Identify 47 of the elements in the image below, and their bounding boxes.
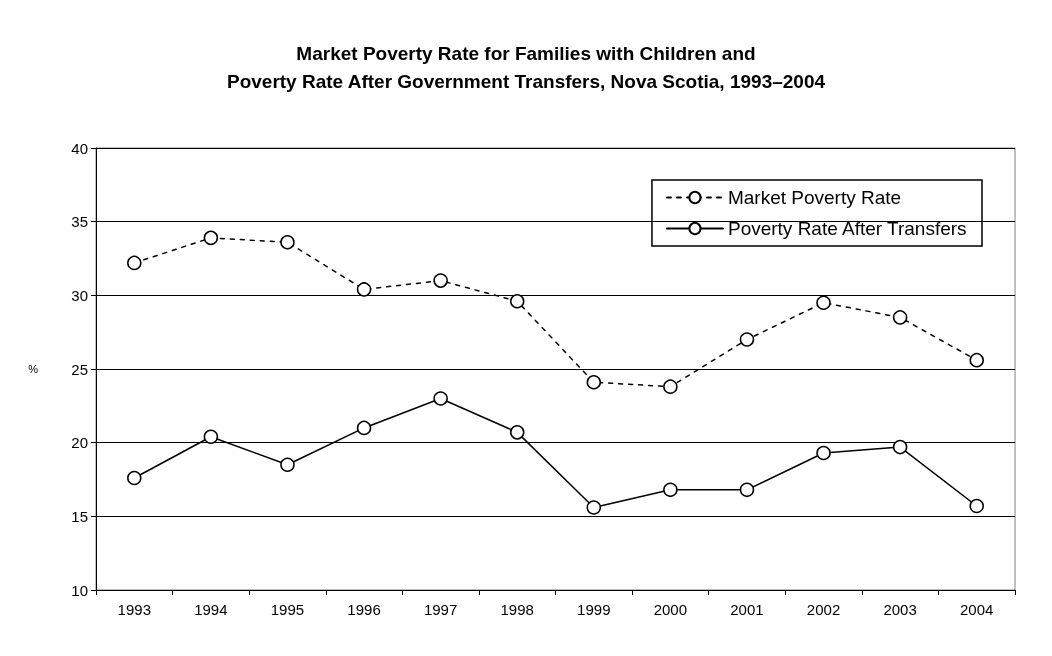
x-tick-label: 2001 [730,601,764,618]
x-tick-label: 1993 [117,601,151,618]
point [969,352,984,368]
y-tick-label: 20 [71,434,88,452]
x-tick-label: 2003 [883,601,917,618]
point [127,470,142,486]
point [892,439,908,455]
point [356,420,372,436]
point [280,235,295,250]
point [663,482,678,498]
x-tick-label: 1997 [423,601,458,618]
point [433,273,448,288]
x-tick-label: 1996 [347,601,381,618]
y-tick-label: 35 [71,213,88,231]
point [816,445,831,461]
y-tick-label: 10 [71,581,88,599]
point [969,498,984,514]
point [816,295,831,310]
point [663,379,678,394]
point [509,425,525,440]
point [586,500,602,515]
chart-title: Market Poverty Rate for Families with Children and Poverty Rate After Government Transfers, Nova Scotia, 1993–2004 [226,42,826,92]
point [739,482,755,498]
x-tick-label: 2002 [806,601,841,618]
y-tick-label: 25 [71,360,88,378]
x-tick-label: 2004 [960,601,994,618]
point [356,282,372,297]
x-tick-label: 2000 [653,601,688,618]
y-axis-title: % [28,363,39,375]
x-tick-label: 1999 [577,601,611,618]
point [509,293,525,309]
point [433,391,448,406]
y-tick-label: 40 [71,139,88,157]
point [280,457,295,473]
point [892,310,908,325]
x-tick-label: 1994 [194,601,228,618]
y-tick-label: 15 [71,507,88,525]
y-tick-label: 30 [71,286,88,304]
legend-label: Market Poverty Rate [727,187,902,208]
x-tick-label: 1995 [270,601,305,618]
x-tick-label: 1998 [500,601,534,618]
point [127,255,142,271]
legend-label: Poverty Rate After Transfers [727,218,967,239]
point [203,230,219,246]
point [203,429,219,445]
point [586,375,602,390]
point [739,332,755,347]
